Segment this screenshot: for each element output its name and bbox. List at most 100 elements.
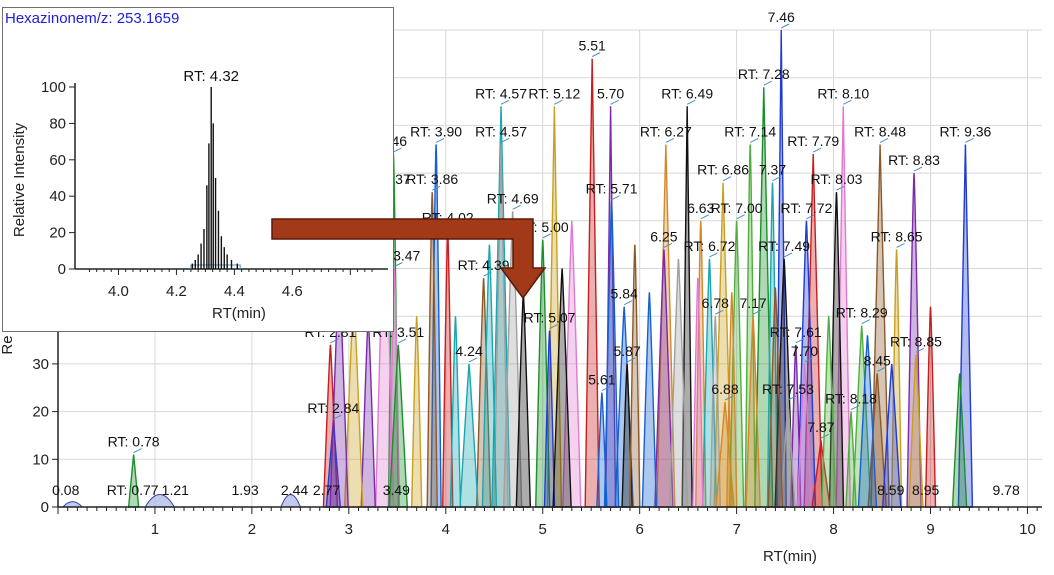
peak-label-leader (626, 357, 636, 363)
peak-label: 6.25 (650, 228, 677, 244)
hexazinone-inset-panel: 4.0 4.2 4.4 4.6 0 20 40 60 80 100 RT: 4.32 RT(min… (2, 7, 394, 332)
peak-traces (127, 29, 974, 508)
inset-peak-label: RT: 4.32 (183, 68, 239, 85)
inset-title: Hexazinonem/z: 253.1659 (5, 10, 180, 27)
peak-label: RT: 7.14 (724, 123, 776, 139)
chromatogram-peak (596, 392, 608, 508)
peak-label-leader (783, 252, 793, 258)
chromatogram-peak (692, 277, 704, 508)
x-tick-label: 6 (636, 521, 644, 538)
peak-label-leader (772, 176, 781, 182)
chromatogram-peak (790, 344, 802, 508)
peak-label-leader (512, 204, 521, 210)
peak-label: 5.51 (579, 38, 606, 54)
peak-label: RT: 3.86 (406, 171, 458, 187)
peak-label-leader (468, 357, 478, 363)
chromatogram-peak (774, 258, 794, 508)
peak-label-leader (591, 52, 601, 58)
x-tick-label: 9 (926, 521, 934, 538)
chromatogram-peak (811, 440, 831, 508)
chromatogram-peak (654, 249, 674, 508)
main-x-axis-label: RT(min) (763, 548, 817, 565)
peak-label: RT: 0.78 (108, 434, 160, 450)
chromatogram-peak (796, 220, 817, 508)
peak-label: 5.87 (613, 343, 640, 359)
peak-label-leader (896, 242, 905, 248)
peak-label: 5.61 (588, 372, 615, 388)
peak-label-leader (133, 448, 142, 453)
peak-label-leader (333, 414, 342, 420)
peak-label: 7.87 (807, 419, 834, 435)
peak-label: RT: 7.28 (738, 66, 790, 82)
peak-label: 5.84 (611, 286, 638, 302)
chromatogram-peak (459, 363, 479, 508)
peak-label: RT: 8.65 (871, 228, 923, 244)
chromatogram-peak (629, 244, 641, 508)
peak-label-leader (435, 138, 445, 143)
inset-x-tick-label: 4.2 (166, 283, 187, 300)
peak-label: RT: 5.71 (586, 181, 638, 197)
peak-label: RT: 3.90 (410, 123, 462, 139)
peak-label: RT: 8.83 (888, 152, 940, 168)
chromatogram-peak (766, 182, 779, 508)
chromatogram-peak (502, 211, 523, 508)
peak-label-leader (500, 99, 510, 105)
peak-label: RT: 7.79 (787, 133, 839, 149)
baseline-peak-label: 8.95 (912, 482, 939, 498)
chromatogram-peak (908, 354, 924, 508)
peak-label-leader (915, 347, 925, 353)
inset-x-tick-label: 4.6 (282, 283, 303, 300)
peak-label-leader (736, 214, 745, 220)
inset-x-tick-label: 4.4 (224, 283, 245, 300)
baseline-peak-label: 2.44 (281, 482, 308, 498)
inset-y-axis-label: Relative Intensity (11, 122, 28, 237)
chromatogram-peak (851, 325, 872, 508)
chromatogram-peak (744, 144, 756, 508)
peak-label: 7.37 (759, 162, 786, 178)
x-tick-label: 4 (442, 521, 450, 538)
x-tick-label: 7 (732, 521, 740, 538)
chromatogram-peak (881, 363, 902, 508)
x-tick-label: 1 (151, 521, 159, 538)
peak-label-leader (913, 166, 923, 172)
peak-label-leader (806, 214, 815, 220)
inset-y-tick-label: 20 (49, 225, 66, 242)
peak-label-leader (780, 23, 790, 29)
y-tick-label: 10 (32, 451, 49, 468)
chromatogram-peak (449, 316, 462, 508)
inset-y-tick-label: 100 (41, 79, 66, 96)
peak-label-leader (549, 324, 558, 329)
peak-label: RT: 7.61 (770, 324, 822, 340)
peak-label-leader (665, 138, 675, 143)
baseline-peak-label: 3.49 (383, 482, 410, 498)
peak-label-leader (820, 433, 830, 439)
chromatogram-peak (543, 330, 556, 508)
peak-label-leader (709, 252, 718, 258)
peak-label-leader (836, 185, 845, 191)
inset-axes: 4.0 4.2 4.4 4.6 0 20 40 60 80 100 (41, 79, 388, 300)
peak-label: RT: 5.12 (528, 85, 580, 101)
chromatogram-peak (803, 153, 823, 508)
peak-label: RT: 8.48 (854, 123, 906, 139)
peak-label: RT: 4.39 (458, 257, 510, 273)
peak-label: 5.70 (597, 85, 624, 101)
peak-label: RT: 8.03 (811, 171, 863, 187)
peak-label: RT: 8.85 (890, 333, 942, 349)
chromatogram-peak (767, 287, 784, 508)
peak-label: RT: 4.57 (475, 123, 527, 139)
x-tick-label: 2 (248, 521, 256, 538)
peak-label-leader (431, 185, 441, 191)
chromatogram-peak (890, 249, 903, 508)
peak-label: 6.63 (687, 200, 714, 216)
peak-label: 6.78 (702, 295, 729, 311)
peak-label-leader (876, 366, 886, 372)
peak-label-leader (601, 386, 611, 391)
baseline-peak-label: 1.21 (162, 482, 189, 498)
chromatogram-peak (870, 144, 890, 508)
peak-label: 7.46 (768, 9, 795, 25)
baseline-hump (61, 501, 84, 508)
peak-label-leader (763, 80, 772, 86)
y-tick-label: 30 (32, 356, 49, 373)
